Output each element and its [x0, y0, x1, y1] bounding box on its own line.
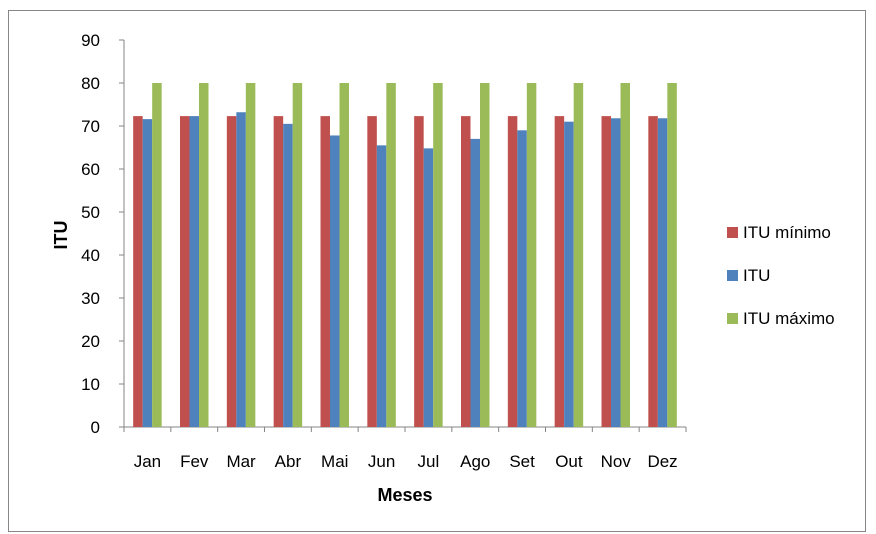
- bar: [507, 116, 518, 428]
- bar: [339, 83, 349, 427]
- bar: [330, 135, 340, 427]
- bar: [189, 116, 199, 428]
- x-tick-label: Jul: [418, 452, 440, 471]
- x-tick-label: Jun: [368, 452, 395, 471]
- x-tick-label: Set: [509, 452, 535, 471]
- bar: [199, 83, 209, 427]
- bar: [667, 83, 677, 427]
- bar: [367, 116, 377, 428]
- bar: [292, 83, 303, 427]
- x-tick-label: Mar: [226, 452, 256, 471]
- bar: [273, 116, 284, 428]
- y-tick-label: 20: [81, 332, 100, 351]
- y-tick-label: 50: [81, 203, 100, 222]
- legend-swatch: [727, 313, 738, 324]
- bar: [414, 116, 424, 428]
- bars: [133, 83, 677, 428]
- bar: [226, 116, 237, 428]
- bar: [564, 121, 574, 427]
- bar: [283, 123, 293, 427]
- bar: [245, 83, 256, 427]
- bar: [554, 116, 565, 428]
- bar: [480, 83, 490, 427]
- y-tick-label: 0: [91, 418, 100, 437]
- legend-label: ITU mínimo: [743, 223, 831, 242]
- bar: [461, 116, 471, 428]
- bar: [433, 83, 443, 427]
- bar: [320, 116, 330, 428]
- legend: ITU mínimo ITU ITU máximo: [727, 223, 835, 328]
- x-tick-label: Abr: [275, 452, 302, 471]
- y-axis: 0 10 20 30 40 50 60 70 80 90: [81, 31, 125, 437]
- bar: [620, 83, 630, 427]
- bar: [526, 83, 537, 427]
- bar: [470, 138, 480, 427]
- y-tick-label: 60: [81, 160, 100, 179]
- x-tick-label: Jan: [134, 452, 161, 471]
- bar: [573, 83, 584, 427]
- x-tick-label: Fev: [180, 452, 209, 471]
- legend-swatch: [727, 270, 738, 281]
- y-tick-label: 70: [81, 117, 100, 136]
- legend-swatch: [727, 227, 738, 238]
- bar: [423, 148, 434, 428]
- bar: [601, 116, 611, 428]
- y-axis-title: ITU: [51, 221, 71, 250]
- bar: [180, 116, 190, 428]
- bar: [386, 83, 396, 427]
- x-axis-title: Meses: [377, 485, 432, 505]
- x-tick-label: Ago: [460, 452, 490, 471]
- y-tick-label: 80: [81, 74, 100, 93]
- bar: [657, 118, 668, 427]
- y-tick-label: 30: [81, 289, 100, 308]
- bar: [152, 83, 162, 427]
- x-tick-label: Out: [555, 452, 583, 471]
- x-tick-label: Dez: [647, 452, 677, 471]
- x-tick-label: Mai: [321, 452, 348, 471]
- x-tick-label: Nov: [601, 452, 632, 471]
- y-tick-label: 40: [81, 246, 100, 265]
- bar: [611, 118, 621, 427]
- y-tick-label: 90: [81, 31, 100, 50]
- legend-label: ITU: [743, 266, 770, 285]
- bar: [376, 145, 387, 427]
- bar: [142, 119, 153, 428]
- x-axis: Jan Fev Mar Abr Mai Jun Jul Ago Set Out Nov Dez: [123, 426, 687, 471]
- bar: [517, 130, 527, 428]
- bar: [648, 116, 658, 428]
- bar: [133, 116, 143, 428]
- y-tick-label: 10: [81, 375, 100, 394]
- legend-label: ITU máximo: [743, 309, 835, 328]
- bar: [236, 112, 246, 428]
